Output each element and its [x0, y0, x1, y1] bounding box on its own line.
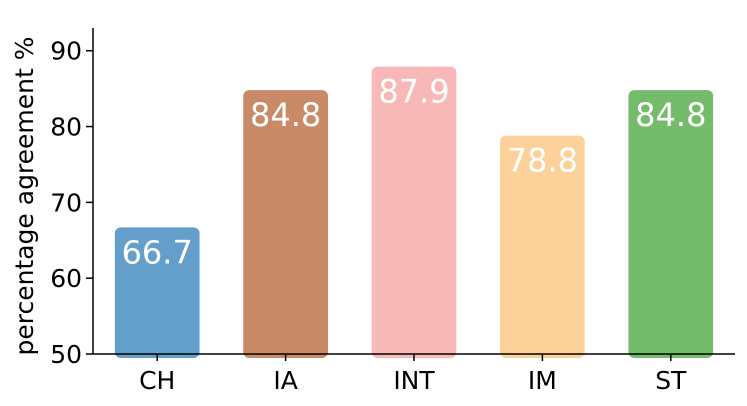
x-tick-label-int: INT — [393, 366, 435, 395]
value-label-im: 78.8 — [507, 142, 578, 180]
y-tick-label: 70 — [50, 188, 82, 217]
bar-int — [371, 66, 457, 359]
value-labels: 66.7 84.8 87.9 78.8 84.8 — [122, 73, 707, 272]
bars — [114, 66, 714, 359]
y-tick-label: 80 — [50, 113, 82, 142]
bar-ch — [114, 227, 200, 358]
value-label-ch: 66.7 — [122, 233, 193, 271]
x-tick-label-st: ST — [655, 366, 687, 395]
value-label-ia: 84.8 — [250, 96, 321, 134]
y-tick-label: 60 — [50, 264, 82, 293]
x-tick-label-ch: CH — [139, 366, 175, 395]
x-tick-label-im: IM — [528, 366, 557, 395]
y-tick-label: 50 — [50, 340, 82, 369]
y-axis-ticks: 50 60 70 80 90 — [50, 37, 93, 369]
value-label-int: 87.9 — [378, 73, 449, 111]
y-axis-title: percentage agreement % — [10, 36, 39, 355]
x-axis-ticks: CH IA INT IM ST — [139, 354, 687, 395]
x-tick-label-ia: IA — [273, 366, 297, 395]
bar-im — [500, 135, 585, 358]
value-label-st: 84.8 — [635, 96, 706, 134]
bar-st — [628, 90, 714, 358]
bar-ia — [243, 90, 328, 358]
y-tick-label: 90 — [50, 37, 82, 66]
